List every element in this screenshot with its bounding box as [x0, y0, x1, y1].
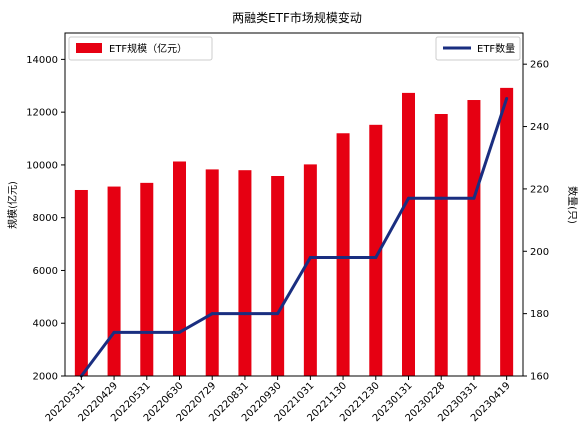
bar [434, 114, 448, 377]
bar [173, 161, 186, 376]
legend-bar-swatch [76, 43, 102, 53]
bar [238, 170, 252, 376]
line-point [210, 312, 214, 316]
bar [402, 92, 415, 377]
bar [369, 124, 383, 377]
line-point [505, 96, 509, 100]
plot-frame [64, 32, 524, 377]
right-axis-label: 数量(只) [566, 186, 579, 224]
line-point [112, 330, 116, 334]
bar [74, 189, 88, 376]
bar [336, 133, 350, 376]
left-tick-label: 12000 [26, 108, 58, 119]
chart-title: 两融类ETF市场规模变动 [232, 10, 362, 25]
bar [467, 100, 481, 377]
bar [500, 87, 514, 376]
bar [271, 176, 285, 376]
line-point [472, 196, 476, 200]
legend-right-frame [435, 36, 521, 61]
line-point [374, 256, 378, 260]
right-tick-label: 260 [530, 60, 549, 71]
line-point [276, 312, 280, 316]
bar [107, 186, 121, 376]
right-tick-label: 220 [530, 184, 549, 195]
left-tick-label: 10000 [26, 160, 58, 171]
legend-line-label: ETF数量 [477, 42, 515, 55]
legend-left-frame [68, 36, 213, 61]
legend-bar-label: ETF规模（亿元） [109, 42, 187, 55]
left-tick-label: 8000 [33, 213, 58, 224]
left-tick-label: 6000 [33, 266, 58, 277]
left-axis: 2000 4000 6000 8000 10000 12000 14000 [26, 55, 65, 383]
right-axis: 160 180 200 220 240 260 [523, 60, 549, 383]
bar-series [74, 87, 514, 377]
left-axis-label: 规模(亿元) [6, 181, 19, 229]
line-path [80, 98, 509, 377]
x-axis: 2022033120220429202205312022063020220729… [44, 376, 513, 424]
left-tick-label: 2000 [33, 372, 58, 383]
line-point [341, 256, 345, 260]
line-point [243, 312, 247, 316]
right-tick-label: 200 [530, 247, 549, 258]
bar [205, 169, 219, 376]
right-tick-label: 160 [530, 372, 549, 383]
line-point [178, 330, 181, 334]
legend-right: ETF数量 [435, 36, 521, 61]
bar [303, 164, 317, 376]
legend-left: ETF规模（亿元） [68, 36, 213, 61]
right-tick-label: 240 [530, 122, 549, 133]
line-point [439, 196, 443, 200]
right-tick-label: 180 [530, 309, 549, 320]
left-tick-label: 14000 [26, 55, 58, 66]
left-tick-label: 4000 [33, 319, 58, 330]
line-point [407, 196, 410, 200]
line-point [145, 330, 149, 334]
bar [140, 182, 154, 376]
line-point [308, 256, 312, 260]
